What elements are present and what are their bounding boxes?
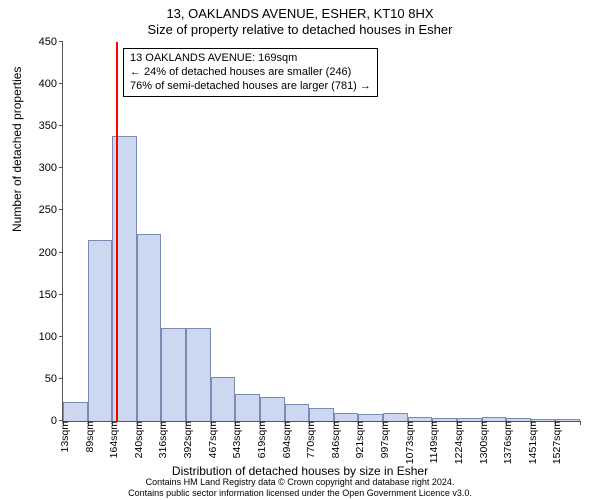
x-tick-label: 1073sqm xyxy=(400,421,416,464)
reference-marker-line xyxy=(116,42,118,421)
annotation-box: 13 OAKLANDS AVENUE: 169sqm ← 24% of deta… xyxy=(123,48,378,97)
histogram-bar xyxy=(137,234,162,421)
histogram-bar xyxy=(161,328,186,421)
x-tick-label: 543sqm xyxy=(227,421,243,458)
y-tick-mark xyxy=(59,125,63,126)
x-tick-label: 89sqm xyxy=(80,421,96,453)
histogram-bar xyxy=(334,413,359,421)
x-tick-label: 1527sqm xyxy=(547,421,563,464)
y-tick-mark xyxy=(59,41,63,42)
footer-line: Contains HM Land Registry data © Crown c… xyxy=(0,477,600,487)
x-tick-label: 316sqm xyxy=(153,421,169,458)
x-tick-label: 1224sqm xyxy=(449,421,465,464)
annotation-line: ← 24% of detached houses are smaller (24… xyxy=(130,66,371,80)
y-tick-mark xyxy=(59,167,63,168)
y-tick-mark xyxy=(59,252,63,253)
histogram-bar xyxy=(309,408,334,421)
histogram-bar xyxy=(186,328,211,421)
chart-plot-area: 13 OAKLANDS AVENUE: 169sqm ← 24% of deta… xyxy=(62,42,580,422)
x-tick-label: 921sqm xyxy=(350,421,366,458)
y-tick-label: 250 xyxy=(39,204,63,216)
y-tick-label: 300 xyxy=(39,162,63,174)
x-tick-label: 846sqm xyxy=(326,421,342,458)
y-tick-label: 350 xyxy=(39,120,63,132)
footer-attribution: Contains HM Land Registry data © Crown c… xyxy=(0,477,600,498)
histogram-bar xyxy=(358,414,383,421)
x-tick-label: 997sqm xyxy=(375,421,391,458)
x-tick-label: 13sqm xyxy=(55,421,71,453)
chart-title-line1: 13, OAKLANDS AVENUE, ESHER, KT10 8HX xyxy=(0,6,600,21)
x-tick-label: 694sqm xyxy=(277,421,293,458)
x-tick-label: 240sqm xyxy=(129,421,145,458)
y-tick-mark xyxy=(59,336,63,337)
x-tick-label: 1376sqm xyxy=(498,421,514,464)
annotation-line: 76% of semi-detached houses are larger (… xyxy=(130,80,371,94)
y-tick-label: 50 xyxy=(45,373,63,385)
x-tick-label: 770sqm xyxy=(301,421,317,458)
y-axis-label: Number of detached properties xyxy=(10,67,24,232)
histogram-bar xyxy=(235,394,260,421)
histogram-bar xyxy=(285,404,310,421)
y-tick-mark xyxy=(59,378,63,379)
x-tick-label: 1451sqm xyxy=(523,421,539,464)
y-tick-label: 450 xyxy=(39,36,63,48)
x-axis-label: Distribution of detached houses by size … xyxy=(0,464,600,478)
x-tick-label: 164sqm xyxy=(104,421,120,458)
x-tick-label: 392sqm xyxy=(178,421,194,458)
histogram-bar xyxy=(211,377,236,421)
chart-title-line2: Size of property relative to detached ho… xyxy=(0,22,600,37)
histogram-bar xyxy=(260,397,285,421)
x-tick-mark xyxy=(580,421,581,425)
y-tick-mark xyxy=(59,209,63,210)
y-tick-label: 150 xyxy=(39,289,63,301)
y-tick-mark xyxy=(59,294,63,295)
y-tick-label: 400 xyxy=(39,78,63,90)
histogram-bar xyxy=(88,240,113,421)
x-tick-label: 619sqm xyxy=(252,421,268,458)
x-tick-label: 1300sqm xyxy=(474,421,490,464)
y-tick-label: 200 xyxy=(39,247,63,259)
annotation-line: 13 OAKLANDS AVENUE: 169sqm xyxy=(130,52,371,66)
x-tick-label: 467sqm xyxy=(203,421,219,458)
histogram-bar xyxy=(383,413,408,421)
footer-line: Contains public sector information licen… xyxy=(0,488,600,498)
y-tick-label: 100 xyxy=(39,331,63,343)
histogram-bar xyxy=(63,402,88,421)
y-tick-mark xyxy=(59,83,63,84)
x-tick-label: 1149sqm xyxy=(424,421,440,463)
